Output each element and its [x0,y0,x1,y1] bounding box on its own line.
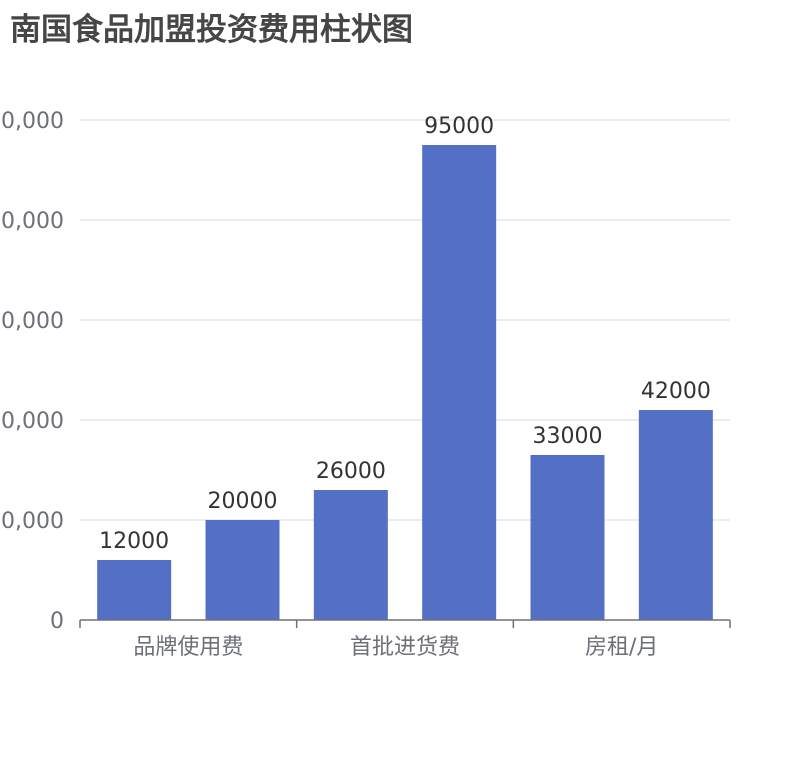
bar-value-label: 20000 [208,489,278,514]
bar [313,490,388,620]
bar [205,520,280,620]
y-tick-label: 60,000 [0,309,64,334]
bar-value-label: 33000 [533,424,603,449]
y-tick-label: 80,000 [0,209,64,234]
y-tick-label: 0 [50,609,64,634]
y-axis-tick-labels: 0 20,000 40,000 60,000 80,000 100,000 [0,109,64,634]
bar-series [97,145,713,620]
y-tick-label: 20,000 [0,509,64,534]
bar [530,455,605,620]
bar-value-label: 12000 [99,529,169,554]
bar-value-label: 26000 [316,459,386,484]
bar [638,410,713,620]
x-tick-label: 首批进货费 [350,635,460,660]
bar-value-label: 42000 [641,379,711,404]
bar [422,145,497,620]
data-labels: 12000 20000 26000 95000 33000 42000 [99,114,711,554]
y-tick-label: 100,000 [0,109,64,134]
grid-lines [80,119,730,521]
x-tick-label: 房租/月 [585,635,658,660]
x-axis: 品牌使用费 首批进货费 房租/月 [79,619,731,660]
chart-title: 南国食品加盟投资费用柱状图 [10,12,413,48]
bar [97,560,172,620]
y-tick-label: 40,000 [0,409,64,434]
x-tick-label: 品牌使用费 [133,635,243,660]
bar-value-label: 95000 [424,114,494,139]
